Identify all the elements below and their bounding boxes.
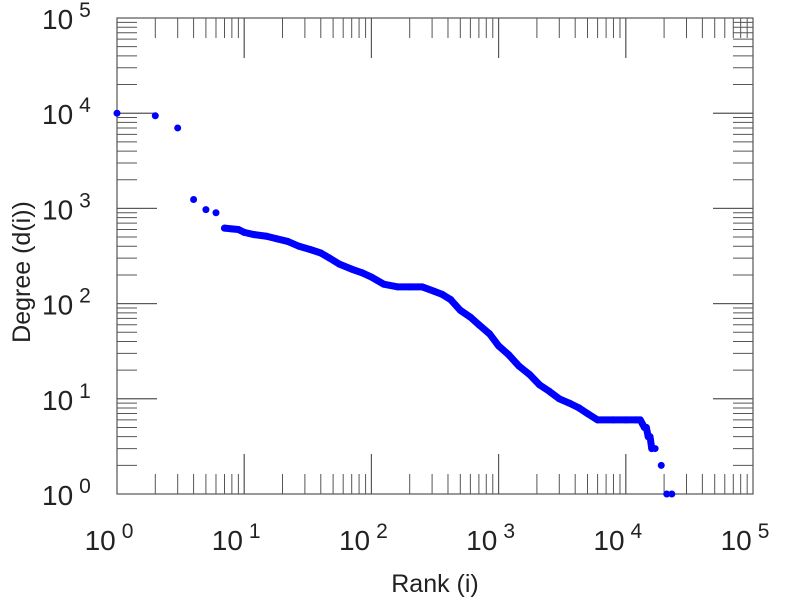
data-point bbox=[475, 321, 483, 329]
data-point bbox=[526, 370, 534, 378]
data-point bbox=[609, 416, 617, 424]
data-point bbox=[636, 416, 644, 424]
data-point bbox=[263, 232, 271, 240]
data-point bbox=[228, 225, 236, 233]
data-point bbox=[174, 124, 182, 132]
data-point bbox=[515, 362, 523, 370]
data-point bbox=[584, 410, 592, 418]
data-point bbox=[335, 260, 343, 268]
x-tick-label: 10 1 bbox=[212, 520, 261, 556]
axis-ticks bbox=[116, 17, 754, 495]
x-tick-labels: 10 0 10 1 10 2 10 3 10 4 10 5 bbox=[85, 520, 770, 556]
data-point bbox=[575, 404, 583, 412]
data-point bbox=[642, 423, 650, 431]
data-point bbox=[113, 109, 121, 117]
y-tick-label: 10 1 bbox=[42, 380, 91, 416]
data-point bbox=[190, 196, 198, 204]
data-points bbox=[113, 109, 676, 498]
data-point bbox=[151, 112, 159, 120]
data-point bbox=[212, 209, 220, 217]
data-point bbox=[393, 283, 401, 291]
data-point bbox=[536, 381, 544, 389]
data-point bbox=[406, 283, 414, 291]
data-point bbox=[447, 296, 455, 304]
data-point bbox=[430, 287, 438, 295]
data-point bbox=[240, 228, 248, 236]
data-point bbox=[594, 416, 602, 424]
data-point bbox=[456, 306, 464, 314]
x-axis-label: Rank (i) bbox=[391, 570, 479, 598]
data-point bbox=[220, 224, 228, 232]
data-point bbox=[202, 206, 210, 214]
data-point bbox=[505, 351, 513, 359]
y-tick-label: 10 5 bbox=[42, 0, 91, 35]
data-point bbox=[555, 395, 563, 403]
x-tick-label: 10 0 bbox=[85, 520, 134, 556]
data-point bbox=[466, 313, 474, 321]
data-point bbox=[657, 461, 665, 469]
x-tick-label: 10 2 bbox=[339, 520, 388, 556]
data-point bbox=[486, 330, 494, 338]
data-point bbox=[273, 235, 281, 243]
y-axis-label: Degree (d(i)) bbox=[8, 201, 36, 343]
data-point bbox=[545, 387, 553, 395]
y-tick-label: 10 3 bbox=[42, 189, 91, 225]
data-point bbox=[651, 445, 659, 453]
data-point bbox=[234, 226, 242, 234]
y-tick-label: 10 2 bbox=[42, 285, 91, 321]
data-point bbox=[367, 273, 375, 281]
data-point bbox=[438, 290, 446, 298]
x-tick-label: 10 4 bbox=[593, 520, 642, 556]
data-point bbox=[646, 433, 654, 441]
data-point bbox=[284, 237, 292, 245]
data-point bbox=[295, 242, 303, 250]
x-tick-label: 10 3 bbox=[466, 520, 515, 556]
data-point bbox=[358, 269, 366, 277]
data-point bbox=[565, 399, 573, 407]
data-point bbox=[306, 246, 314, 254]
data-point bbox=[326, 254, 334, 262]
y-tick-label: 10 0 bbox=[42, 475, 91, 511]
x-tick-label: 10 5 bbox=[721, 520, 770, 556]
y-tick-label: 10 4 bbox=[42, 94, 91, 130]
data-point bbox=[418, 283, 426, 291]
data-point bbox=[668, 490, 676, 498]
data-point bbox=[348, 265, 356, 273]
data-point bbox=[622, 416, 630, 424]
data-point bbox=[495, 342, 503, 350]
data-point bbox=[250, 231, 258, 239]
data-point bbox=[663, 490, 671, 498]
data-point bbox=[317, 249, 325, 257]
data-point bbox=[380, 280, 388, 288]
plot-frame bbox=[116, 17, 754, 495]
